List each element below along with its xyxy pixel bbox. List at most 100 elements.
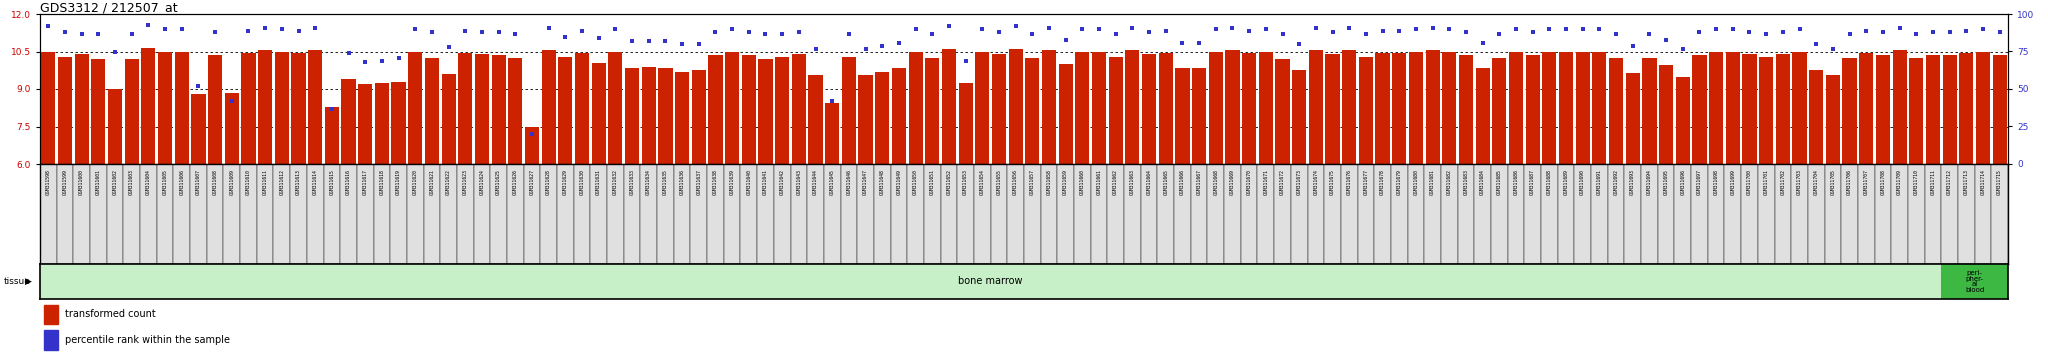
Bar <box>223 164 240 264</box>
Point <box>182 83 215 89</box>
Point <box>1450 29 1483 35</box>
Text: GSM311656: GSM311656 <box>1014 169 1018 195</box>
Text: GSM311686: GSM311686 <box>1513 169 1518 195</box>
Bar <box>207 164 223 264</box>
Text: GSM311639: GSM311639 <box>729 169 735 195</box>
Text: GSM311690: GSM311690 <box>1581 169 1585 195</box>
Bar <box>1610 58 1624 164</box>
Point <box>582 35 614 41</box>
Point <box>565 28 598 33</box>
Text: GSM311714: GSM311714 <box>1980 169 1985 195</box>
Bar <box>307 50 322 164</box>
Bar <box>1458 164 1475 264</box>
Bar <box>375 83 389 164</box>
Bar <box>242 53 256 164</box>
Point <box>199 29 231 35</box>
Point <box>365 58 397 63</box>
Point <box>1950 28 1982 33</box>
Bar <box>139 164 158 264</box>
Bar <box>1325 164 1341 264</box>
Text: GSM311691: GSM311691 <box>1597 169 1602 195</box>
Bar <box>258 50 272 164</box>
Text: GSM311659: GSM311659 <box>1063 169 1069 195</box>
Point <box>1901 31 1933 36</box>
Text: tissue: tissue <box>4 277 31 286</box>
Point <box>231 28 264 33</box>
Text: GSM311633: GSM311633 <box>629 169 635 195</box>
Bar <box>1092 164 1108 264</box>
Bar <box>825 103 840 164</box>
Text: GSM311674: GSM311674 <box>1313 169 1319 195</box>
Bar <box>1042 50 1057 164</box>
Bar <box>1159 53 1174 164</box>
Point <box>283 28 315 33</box>
Bar <box>125 59 139 164</box>
Bar <box>1575 164 1591 264</box>
Text: GSM311598: GSM311598 <box>45 169 51 195</box>
Bar <box>874 72 889 164</box>
Bar <box>842 57 856 164</box>
Bar <box>1591 51 1606 164</box>
Bar <box>1925 55 1939 164</box>
Bar <box>1991 164 2007 264</box>
Bar <box>356 164 373 264</box>
Bar <box>1325 54 1339 164</box>
Text: GSM311638: GSM311638 <box>713 169 719 195</box>
Bar <box>758 164 774 264</box>
Bar <box>1008 164 1024 264</box>
Text: GSM311695: GSM311695 <box>1663 169 1669 195</box>
Point <box>1399 26 1432 32</box>
Text: GSM311655: GSM311655 <box>997 169 1001 195</box>
Text: GSM311653: GSM311653 <box>963 169 969 195</box>
Point <box>115 31 147 36</box>
Text: GSM311707: GSM311707 <box>1864 169 1868 195</box>
Text: GSM311606: GSM311606 <box>180 169 184 195</box>
Text: GSM311665: GSM311665 <box>1163 169 1167 195</box>
Text: GSM311711: GSM311711 <box>1931 169 1935 195</box>
Text: GSM311652: GSM311652 <box>946 169 952 195</box>
Point <box>932 23 965 29</box>
Text: GSM311680: GSM311680 <box>1413 169 1419 195</box>
Bar <box>559 57 573 164</box>
Bar <box>190 164 207 264</box>
Bar <box>1559 164 1575 264</box>
Text: GSM311628: GSM311628 <box>547 169 551 195</box>
Bar <box>1507 164 1524 264</box>
Bar <box>1309 50 1323 164</box>
Point <box>750 31 782 36</box>
Text: GSM311642: GSM311642 <box>780 169 784 195</box>
Point <box>532 25 565 30</box>
Bar <box>1909 164 1925 264</box>
Text: GSM311613: GSM311613 <box>297 169 301 195</box>
Bar <box>1843 58 1858 164</box>
Bar <box>1358 164 1374 264</box>
Bar <box>57 164 74 264</box>
Bar <box>924 164 940 264</box>
Bar <box>1425 50 1440 164</box>
Bar <box>590 164 606 264</box>
Bar <box>1960 53 1974 164</box>
Bar <box>692 70 707 164</box>
Bar <box>1124 164 1141 264</box>
Bar <box>1075 51 1090 164</box>
Text: GSM311673: GSM311673 <box>1296 169 1303 195</box>
Bar <box>891 164 907 264</box>
Point <box>883 40 915 45</box>
Bar <box>909 51 924 164</box>
Text: GSM311660: GSM311660 <box>1079 169 1085 195</box>
Text: GSM311657: GSM311657 <box>1030 169 1034 195</box>
Text: GSM311607: GSM311607 <box>197 169 201 195</box>
Bar <box>1307 164 1325 264</box>
Bar <box>90 164 106 264</box>
Point <box>1767 29 1800 35</box>
Bar <box>43 304 57 324</box>
Text: GSM311677: GSM311677 <box>1364 169 1368 195</box>
Point <box>1083 26 1116 32</box>
Bar <box>625 164 641 264</box>
Bar <box>424 164 440 264</box>
Bar <box>57 57 72 164</box>
Point <box>1516 29 1548 35</box>
Bar <box>926 58 940 164</box>
Text: GSM311675: GSM311675 <box>1329 169 1335 195</box>
Text: GSM311630: GSM311630 <box>580 169 584 195</box>
